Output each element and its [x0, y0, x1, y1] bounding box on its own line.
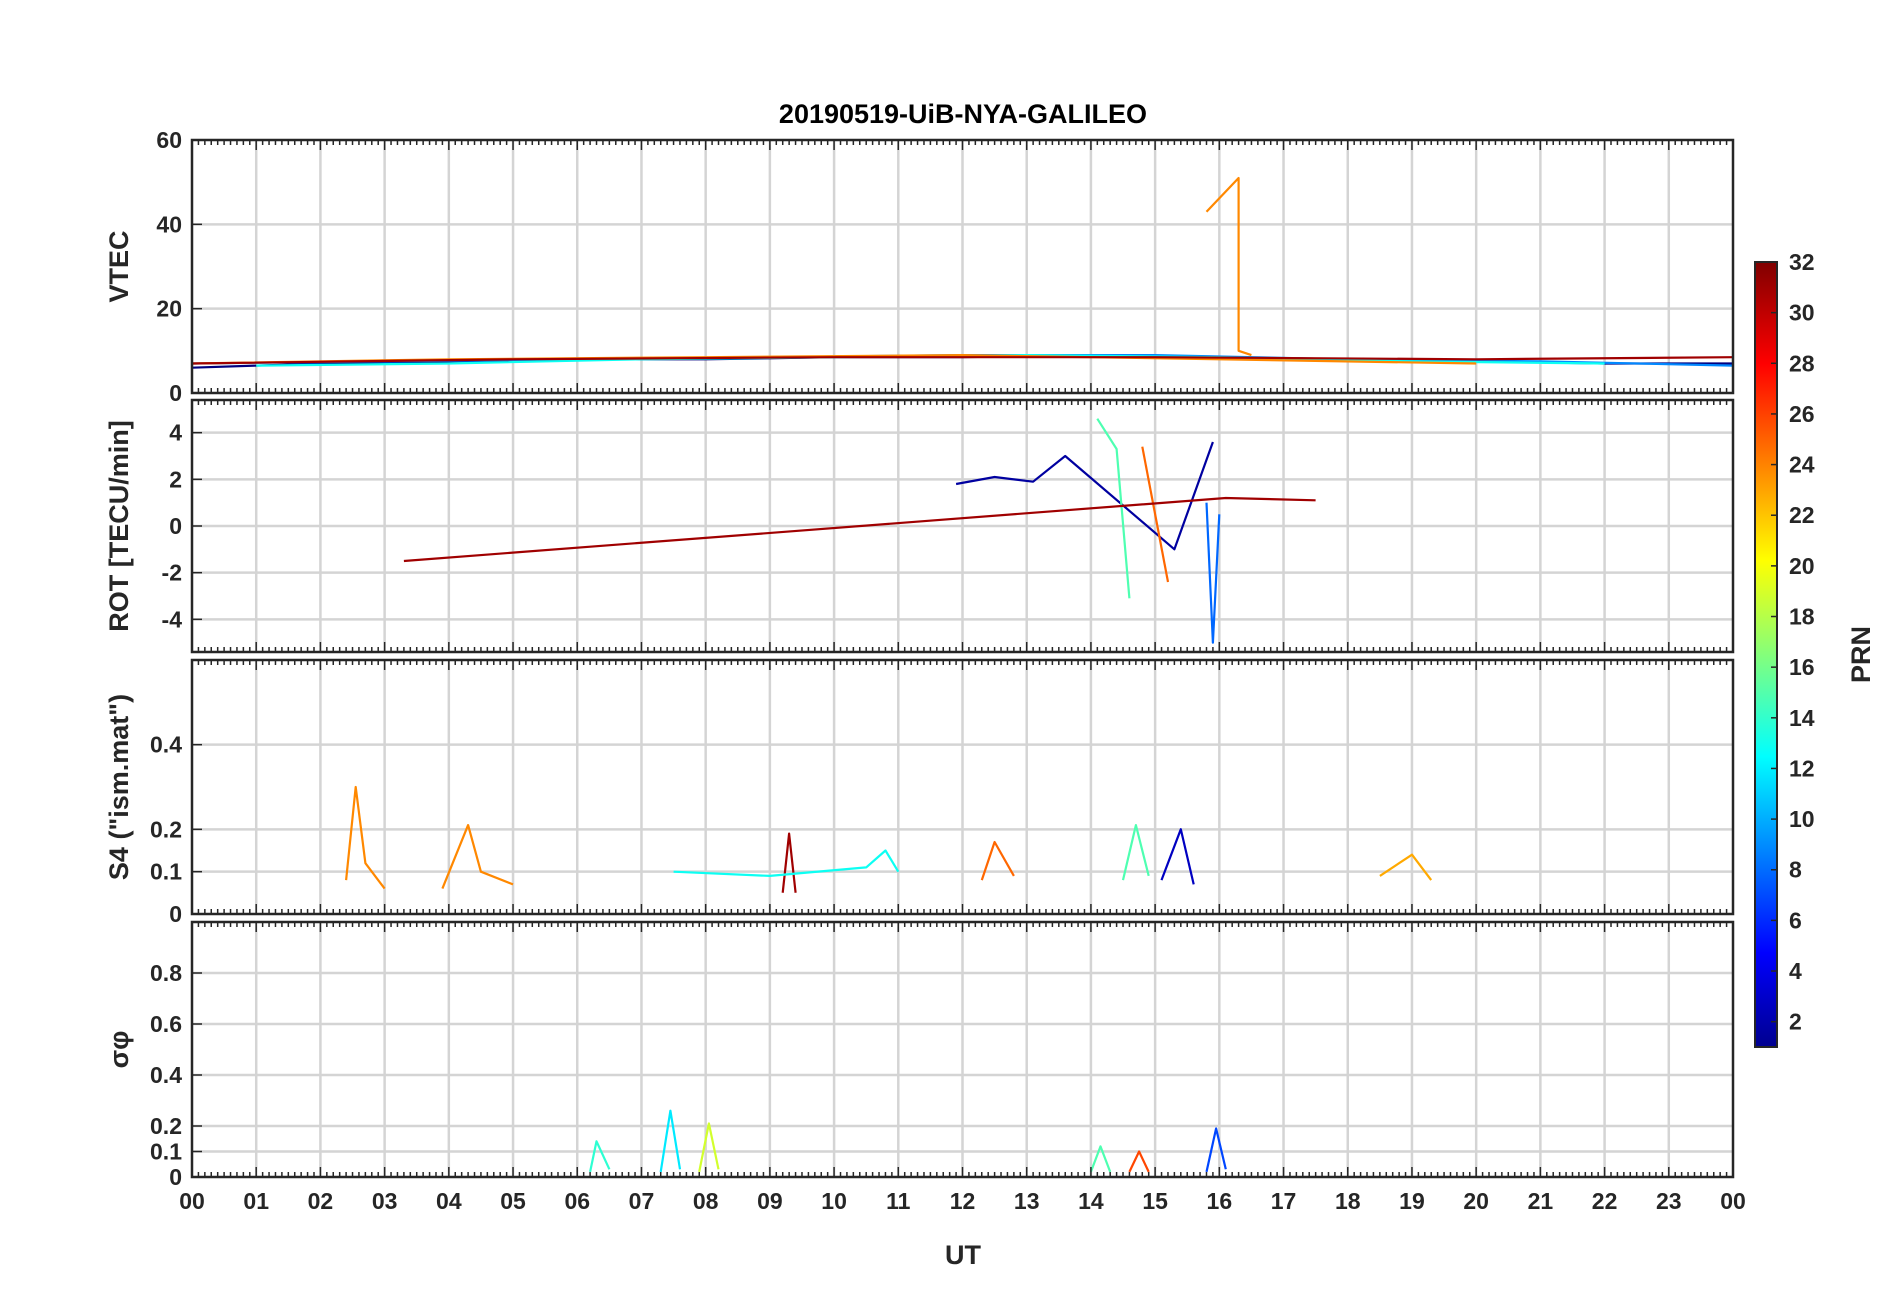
chart-title: 20190519-UiB-NYA-GALILEO: [779, 99, 1147, 129]
y-tick-label: 0.6: [150, 1011, 182, 1037]
colorbar-tick-label: 2: [1789, 1009, 1802, 1035]
x-tick-label: 06: [564, 1188, 590, 1214]
series-line-sigma_phi-0: [659, 1109, 682, 1173]
y-tick-label: 20: [156, 296, 182, 322]
plot-frame: [190, 658, 1735, 916]
colorbar-tick-label: 10: [1789, 806, 1815, 832]
x-axis-label: UT: [945, 1240, 981, 1270]
series-line-sigma_phi-5: [1128, 1150, 1150, 1173]
x-tick-label: 07: [629, 1188, 655, 1214]
x-tick-label: 13: [1014, 1188, 1040, 1214]
series-line-sigma_phi-4: [1089, 1145, 1112, 1173]
x-tick-label: 09: [757, 1188, 783, 1214]
colorbar-tick-label: 14: [1789, 705, 1815, 731]
colorbar-tick-label: 12: [1789, 755, 1815, 781]
x-tick-label: 05: [500, 1188, 526, 1214]
series-line-sigma_phi-3: [589, 1140, 611, 1173]
colorbar-tick-label: 22: [1789, 502, 1815, 528]
series-line-rot-0: [955, 441, 1214, 551]
y-tick-label: 0.8: [150, 960, 182, 986]
series-line-rot-4: [403, 496, 1316, 563]
x-tick-label: 03: [372, 1188, 398, 1214]
y-axis-label-rot: ROT [TECU/min]: [104, 420, 134, 631]
colorbar-tick-label: 24: [1789, 452, 1815, 478]
series-line-s4-3: [1121, 823, 1150, 881]
y-tick-label: 2: [169, 466, 182, 492]
y-tick-label: 0.2: [150, 1113, 182, 1139]
y-tick-label: 4: [169, 420, 182, 446]
x-tick-label: 00: [1720, 1188, 1746, 1214]
y-tick-label: 0.2: [150, 816, 182, 842]
colorbar-tick-label: 18: [1789, 604, 1815, 630]
series-line-s4-0: [345, 785, 386, 890]
y-tick-label: -2: [162, 560, 182, 586]
x-tick-label: 15: [1142, 1188, 1168, 1214]
x-tick-label: 22: [1592, 1188, 1618, 1214]
x-tick-label: 01: [243, 1188, 269, 1214]
y-tick-label: 0: [169, 513, 182, 539]
y-tick-label: 40: [156, 211, 182, 237]
y-tick-label: 0.1: [150, 1139, 182, 1165]
series-line-vtec-5: [191, 356, 1734, 365]
x-tick-label: 16: [1207, 1188, 1233, 1214]
x-tick-label: 10: [821, 1188, 847, 1214]
series-line-vtec-3: [1205, 176, 1252, 357]
colorbar-tick-label: 26: [1789, 401, 1815, 427]
colorbar-tick-label: 4: [1789, 958, 1802, 984]
series-line-rot-1: [1205, 502, 1221, 644]
colorbar-tick-label: 6: [1789, 907, 1802, 933]
y-axis-label-sigma_phi: σφ: [104, 1031, 134, 1069]
x-tick-label: 23: [1656, 1188, 1682, 1214]
panel-s4: 0 0.1 0.2 0.4 S4 ("ism.mat"): [104, 658, 1735, 927]
x-tick-label: 19: [1399, 1188, 1425, 1214]
x-tick-label: 14: [1078, 1188, 1104, 1214]
x-tick-label: 02: [308, 1188, 334, 1214]
panel-vtec: 0 20 40 60 VTEC: [104, 127, 1735, 406]
y-tick-label: 0: [169, 901, 182, 927]
colorbar-label: PRN: [1846, 626, 1876, 683]
x-tick-label: 11: [886, 1188, 911, 1214]
y-tick-label: 0.4: [150, 732, 182, 758]
x-tick-label: 08: [693, 1188, 719, 1214]
series-line-s4-7: [1379, 853, 1433, 881]
plot-frame: [190, 138, 1735, 395]
y-tick-label: 0: [169, 380, 182, 406]
plot-frame: [190, 920, 1735, 1179]
series-line-sigma_phi-1: [698, 1122, 720, 1173]
y-tick-label: -4: [162, 606, 183, 632]
y-tick-label: 0.4: [150, 1062, 182, 1088]
series-line-rot-3: [1141, 446, 1170, 583]
y-tick-label: 0: [169, 1164, 182, 1190]
series-line-s4-4: [1160, 828, 1195, 885]
y-tick-label: 0.1: [150, 859, 182, 885]
y-axis-label-vtec: VTEC: [104, 230, 134, 302]
colorbar-tick-label: 30: [1789, 300, 1815, 326]
series-line-s4-5: [673, 849, 900, 878]
series-line-rot-2: [1096, 418, 1131, 599]
colorbar-tick-label: 8: [1789, 857, 1802, 883]
x-tick-label: 21: [1528, 1188, 1554, 1214]
x-tick-label: 12: [950, 1188, 976, 1214]
series-line-sigma_phi-2: [1205, 1127, 1227, 1173]
panel-sigma_phi: 00.10.2 0.4 0.6 0.8 σφ: [104, 920, 1735, 1190]
x-tick-label: 00: [179, 1188, 205, 1214]
colorbar-tick-label: 28: [1789, 350, 1815, 376]
series-line-s4-6: [980, 840, 1015, 881]
colorbar-tick-label: 32: [1789, 249, 1815, 275]
x-tick-label: 04: [436, 1188, 462, 1214]
x-tick-label: 18: [1335, 1188, 1361, 1214]
colorbar-gradient: [1754, 261, 1778, 1048]
x-tick-label: 17: [1271, 1188, 1297, 1214]
y-axis-label-s4: S4 ("ism.mat"): [104, 694, 134, 880]
panel-rot: -4 -2 0 2 4 ROT [TECU/min]: [104, 398, 1735, 654]
y-tick-label: 60: [156, 127, 182, 153]
series-line-s4-1: [441, 823, 514, 890]
x-tick-label: 20: [1463, 1188, 1489, 1214]
colorbar-tick-label: 16: [1789, 654, 1815, 680]
colorbar-tick-label: 20: [1789, 553, 1815, 579]
